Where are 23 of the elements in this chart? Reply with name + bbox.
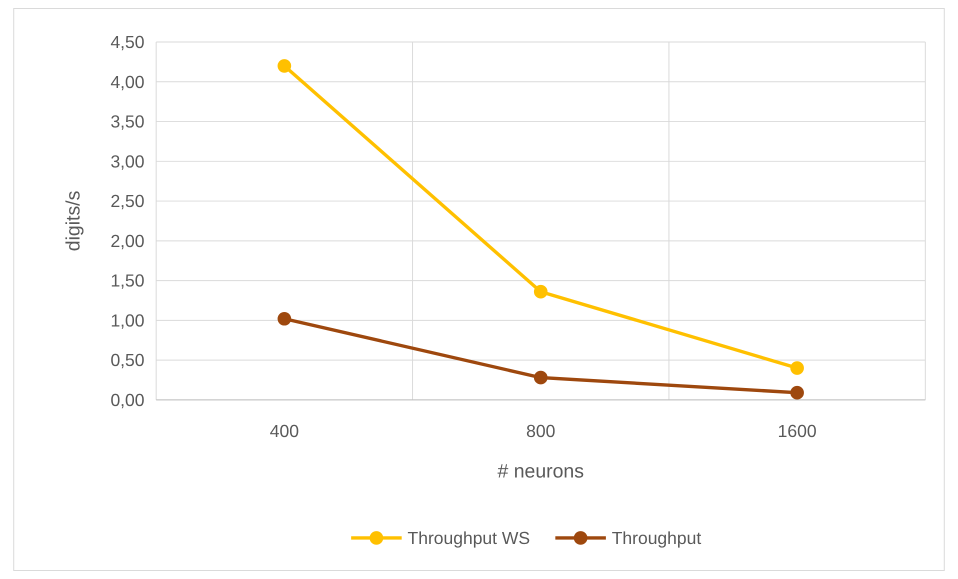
legend-label: Throughput — [612, 528, 702, 548]
x-tick-label: 800 — [526, 420, 556, 441]
y-tick-label: 3,50 — [110, 112, 145, 132]
y-tick-label: 4,50 — [110, 32, 145, 52]
y-tick-label: 4,00 — [110, 72, 145, 92]
point — [534, 284, 548, 299]
legend-label: Throughput WS — [408, 528, 530, 548]
point — [790, 386, 804, 400]
point — [278, 312, 292, 326]
y-tick-label: 0,00 — [110, 390, 145, 410]
point — [534, 370, 548, 384]
y-tick-label: 1,50 — [110, 270, 145, 291]
x-axis-title: # neurons — [498, 460, 584, 483]
y-axis-title: digits/s — [62, 190, 84, 252]
point — [278, 59, 292, 73]
y-tick-label: 2,50 — [110, 191, 145, 212]
y-tick-label: 1,00 — [110, 310, 145, 330]
y-tick-label: 0,50 — [110, 350, 145, 370]
point — [790, 361, 804, 375]
x-tick-label: 1600 — [778, 420, 817, 441]
y-tick-label: 3,00 — [110, 151, 145, 172]
y-tick-label: 2,00 — [110, 230, 145, 251]
x-tick-label: 400 — [270, 420, 300, 441]
